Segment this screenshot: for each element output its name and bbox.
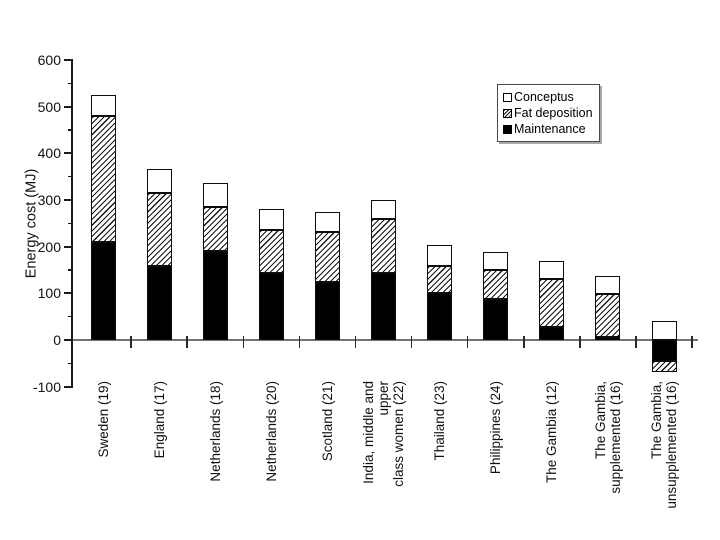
bar-segment-conceptus-sweden-19 [90,95,116,116]
bar-segment-fat-deposition-the-gambia [651,361,677,373]
x-tick [691,336,693,348]
y-tick-label: 300 [37,192,61,208]
fat-deposition-swatch-icon [503,108,512,118]
x-tick [298,336,301,348]
x-category-label-thailand-23: Thailand (23) [432,381,448,461]
x-category-label-philippines-24: Philippines (24) [488,381,504,475]
x-category-label-the-gambia-unsupplemented-16: The Gambia, unsupplemented (16) [649,381,679,509]
x-tick [354,336,357,348]
y-tick [64,245,73,248]
x-category-label-netherlands-18: Netherlands (18) [207,381,223,482]
bar-segment-fat-deposition-india-middle-and-upper [371,219,396,274]
bar-segment-conceptus-netherlands-18 [202,183,228,207]
x-category-label-sweden-19: Sweden (19) [95,381,111,458]
x-tick [523,336,525,348]
y-tick-label: 600 [37,52,61,68]
bar-segment-conceptus-the-gambia [595,276,621,295]
bar-segment-maintenance-netherlands-18 [202,251,228,340]
x-tick [186,336,188,348]
x-tick [242,336,244,348]
y-tick [64,199,73,201]
bar-segment-fat-deposition-thailand-23 [427,266,453,294]
x-tick [410,336,413,348]
bar-segment-fat-deposition-netherlands-20 [258,229,284,273]
x-category-label-scotland-21: Scotland (21) [319,381,335,462]
bar-segment-fat-deposition-philippines-24 [483,270,509,299]
bar-segment-conceptus-thailand-23 [427,244,453,267]
y-minor-tick [68,129,73,131]
legend-label: Maintenance [514,122,586,136]
y-tick [64,59,73,61]
legend-item-fat-deposition: Fat deposition [503,106,593,120]
bar-segment-maintenance-england-17 [146,266,172,340]
y-tick [64,385,73,388]
y-minor-tick [68,82,73,85]
bar-segment-fat-deposition-netherlands-18 [202,206,228,252]
y-tick-label: -100 [32,378,61,395]
legend-item-maintenance: Maintenance [503,122,593,136]
legend: Conceptus Fat deposition Maintenance [497,84,600,142]
bar-segment-maintenance-the-gambia-12 [539,326,565,340]
bar-segment-maintenance-the-gambia [651,340,677,362]
x-tick [579,336,581,348]
y-tick [64,105,73,108]
bar-segment-maintenance-philippines-24 [483,298,509,340]
x-category-label-netherlands-20: Netherlands (20) [263,381,279,482]
bar-segment-maintenance-the-gambia [595,337,621,340]
conceptus-swatch-icon [503,92,512,102]
bar-segment-conceptus-the-gambia [651,320,677,340]
bar-segment-conceptus-scotland-21 [314,212,340,233]
x-category-label-india-middle-and-upper-class-women-22: India, middle and upper class women (22) [361,381,406,487]
y-minor-tick [68,269,73,271]
y-minor-tick [68,315,73,318]
bar-segment-maintenance-netherlands-20 [258,272,284,340]
x-category-label-england-17: England (17) [151,381,167,459]
legend-item-conceptus: Conceptus [503,90,593,104]
bar-segment-fat-deposition-england-17 [146,192,172,267]
bar-segment-conceptus-netherlands-20 [258,208,284,230]
y-tick-label: 200 [37,238,61,255]
bar-segment-maintenance-scotland-21 [314,282,340,340]
y-axis-title: Energy cost (MJ) [23,168,40,279]
y-minor-tick [68,222,73,225]
x-tick [635,336,637,348]
y-minor-tick [68,362,73,365]
bar-segment-conceptus-the-gambia-12 [539,260,565,280]
bar-segment-fat-deposition-the-gambia-12 [539,279,565,327]
x-category-label-the-gambia-12: The Gambia (12) [544,381,560,484]
bar-segment-maintenance-sweden-19 [90,242,116,340]
x-tick [466,336,469,348]
y-tick-label: 500 [37,98,61,115]
y-tick [64,292,73,295]
bar-segment-conceptus-india-middle-and-upper [371,200,396,220]
y-tick-label: 100 [37,285,61,302]
y-tick-label: 0 [53,332,61,348]
y-tick [64,152,73,155]
y-minor-tick [68,175,73,178]
bar-segment-fat-deposition-sweden-19 [90,116,116,242]
x-axis-line [73,339,698,341]
bar-segment-fat-deposition-scotland-21 [314,232,340,283]
bar-segment-maintenance-thailand-23 [427,293,453,340]
legend-label: Conceptus [514,90,574,104]
y-tick-label: 400 [37,145,61,162]
x-category-label-the-gambia-supplemented-16: The Gambia, supplemented (16) [592,381,623,494]
bar-segment-conceptus-philippines-24 [483,251,509,271]
bar-segment-maintenance-india-middle-and-upper [371,273,396,340]
bar-segment-conceptus-england-17 [146,169,172,193]
y-tick [64,339,73,341]
legend-label: Fat deposition [514,106,593,120]
bar-segment-fat-deposition-the-gambia [595,294,621,338]
maintenance-swatch-icon [503,124,512,134]
x-tick [130,336,132,348]
